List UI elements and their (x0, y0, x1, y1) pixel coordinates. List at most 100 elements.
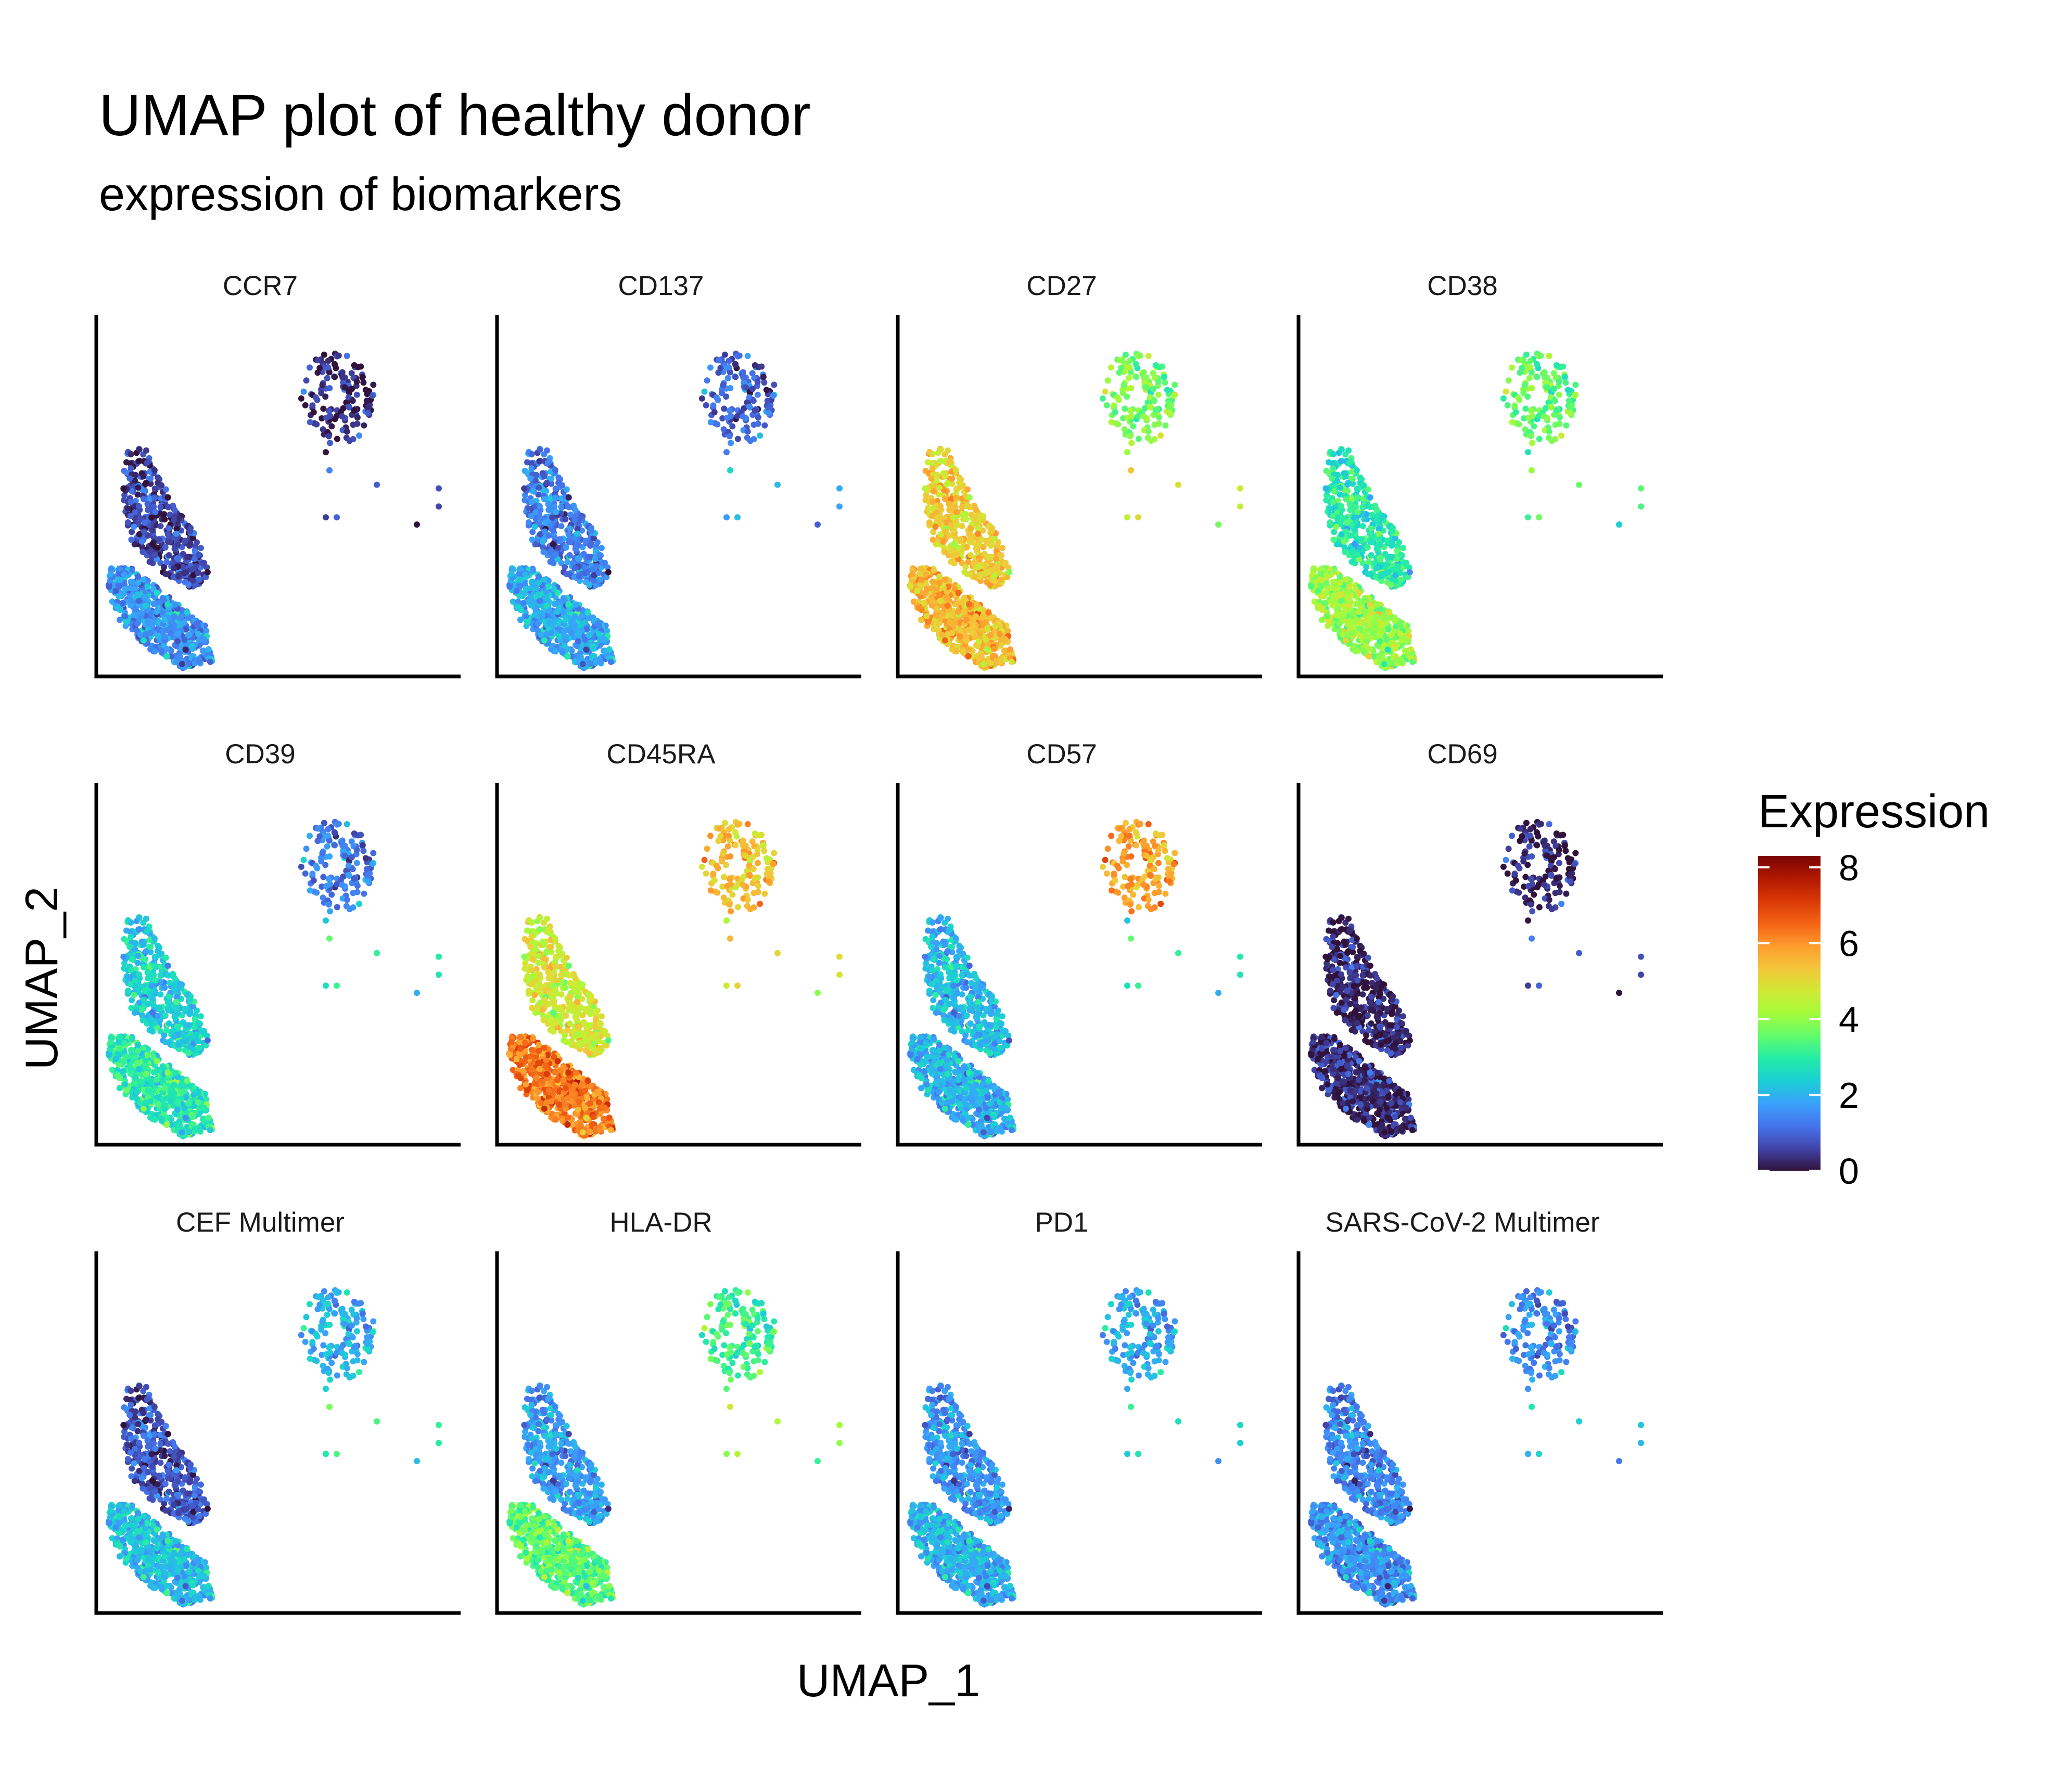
data-point (1330, 451, 1337, 457)
data-point (1133, 374, 1140, 380)
data-point (1155, 420, 1162, 427)
data-point (987, 632, 994, 638)
data-point (143, 948, 149, 955)
data-point (952, 467, 959, 473)
data-point (1112, 409, 1118, 416)
data-point (755, 420, 761, 427)
data-point (1389, 528, 1396, 534)
data-point (930, 579, 937, 585)
data-point (950, 541, 957, 547)
data-point (997, 552, 1003, 558)
data-point (363, 398, 370, 404)
data-point (1329, 585, 1335, 592)
data-point (196, 1045, 202, 1051)
data-point (349, 386, 355, 392)
data-point (951, 527, 958, 533)
data-point (1548, 438, 1555, 444)
data-point (770, 392, 777, 399)
page-title: UMAP plot of healthy donor (99, 83, 811, 148)
data-point (977, 573, 983, 580)
data-point (929, 451, 936, 457)
facet-title: CD27 (1026, 271, 1097, 301)
data-point (732, 361, 739, 368)
data-point (934, 606, 940, 613)
data-point (1366, 653, 1372, 659)
data-point (144, 928, 150, 934)
data-point (1365, 571, 1371, 577)
data-point (339, 413, 346, 420)
data-point (921, 600, 927, 607)
data-point (1406, 569, 1413, 575)
data-point (132, 940, 139, 946)
data-point (138, 610, 145, 617)
data-point (107, 571, 114, 578)
data-point (157, 972, 164, 979)
data-point (1529, 467, 1535, 473)
data-point (310, 409, 317, 416)
data-point (1166, 410, 1173, 416)
data-point (560, 596, 567, 603)
data-point (129, 579, 135, 585)
data-point (116, 583, 123, 590)
data-point (123, 618, 130, 625)
data-point (1322, 485, 1329, 492)
data-point (571, 565, 578, 572)
data-point (120, 953, 127, 960)
data-point (553, 509, 559, 516)
data-point (937, 458, 944, 465)
data-point (582, 636, 589, 643)
data-point (953, 648, 960, 655)
data-point (1367, 531, 1373, 537)
data-point (582, 619, 588, 625)
data-point (332, 374, 338, 380)
data-point (320, 405, 327, 412)
data-point (163, 1027, 170, 1034)
data-point (543, 594, 549, 600)
data-point (181, 636, 188, 643)
data-point (128, 451, 134, 457)
data-point (197, 1013, 204, 1020)
data-point (583, 626, 590, 633)
data-point (1531, 423, 1537, 430)
data-point (760, 374, 767, 380)
data-point (1380, 613, 1387, 620)
data-point (195, 631, 201, 637)
data-point (946, 619, 953, 625)
data-point (335, 352, 342, 359)
data-point (972, 613, 979, 620)
data-point (574, 530, 580, 537)
data-point (176, 983, 183, 990)
data-point (534, 620, 541, 627)
data-point (119, 600, 126, 607)
data-point (155, 633, 162, 640)
data-point (106, 583, 112, 590)
data-point (577, 515, 583, 522)
data-point (1215, 521, 1221, 528)
data-point (140, 473, 147, 480)
data-point (1567, 410, 1573, 416)
data-point (955, 590, 962, 596)
data-point (314, 357, 321, 364)
data-point (747, 438, 754, 444)
data-point (717, 365, 724, 372)
data-point (521, 571, 528, 578)
data-point (926, 519, 933, 526)
data-point (157, 523, 164, 530)
data-point (1516, 421, 1522, 428)
data-point (944, 603, 951, 609)
data-point (1338, 503, 1344, 509)
data-point (721, 351, 728, 358)
data-point (999, 545, 1006, 552)
data-point (1388, 660, 1394, 667)
data-point (1116, 357, 1123, 364)
data-point (1361, 609, 1368, 616)
data-point (564, 653, 571, 659)
data-point (1572, 381, 1579, 388)
data-point (1571, 392, 1578, 399)
data-point (536, 573, 542, 580)
data-point (1556, 414, 1563, 421)
data-point (175, 1041, 182, 1048)
data-point (154, 608, 160, 615)
data-point (541, 528, 548, 535)
data-point (1547, 403, 1554, 410)
